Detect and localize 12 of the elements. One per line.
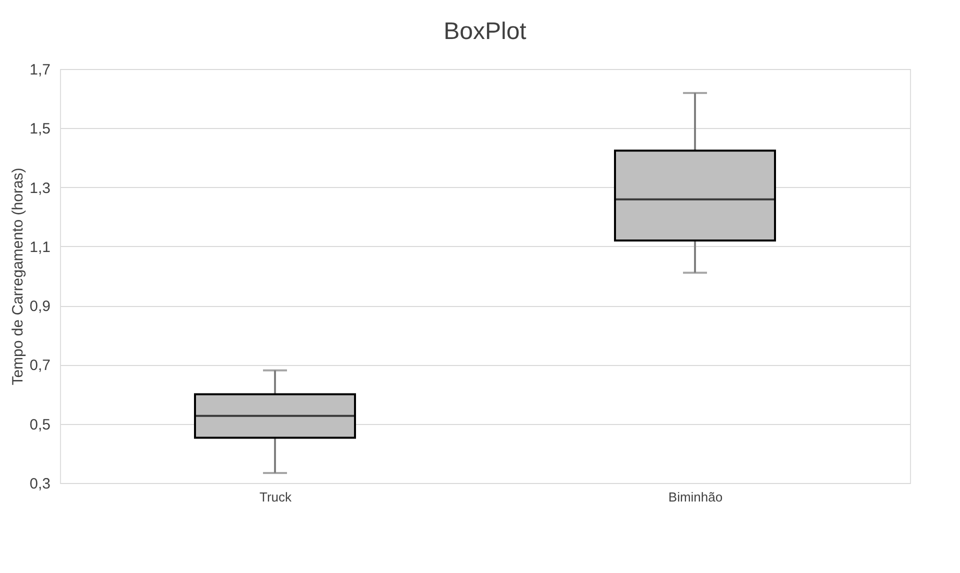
y-tick-label: 0,9 bbox=[30, 298, 50, 316]
y-tick-label: 1,1 bbox=[30, 238, 50, 256]
y-tick-label: 0,5 bbox=[30, 416, 50, 434]
y-tick-label: 1,5 bbox=[30, 120, 50, 138]
y-tick-label: 0,7 bbox=[30, 357, 50, 374]
y-tick-label: 1,7 bbox=[30, 62, 50, 78]
chart-title: BoxPlot bbox=[444, 18, 527, 45]
x-tick-label: Truck bbox=[259, 490, 292, 504]
x-tick-label: Biminhão bbox=[668, 490, 723, 504]
y-tick-label: 1,3 bbox=[30, 180, 50, 197]
y-tick-label: 0,3 bbox=[30, 476, 50, 492]
y-axis-title: Tempo de Carregamento (horas) bbox=[10, 168, 27, 386]
